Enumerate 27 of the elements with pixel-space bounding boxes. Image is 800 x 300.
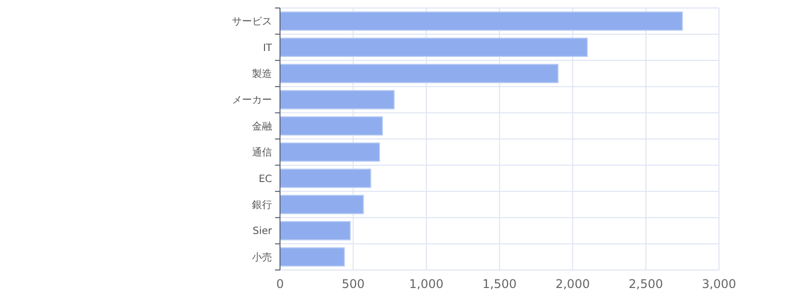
y-tick-label: IT xyxy=(262,42,273,54)
bar xyxy=(280,38,588,57)
x-tick-label: 2,500 xyxy=(628,277,664,291)
y-tick-label: 小売 xyxy=(252,251,272,264)
y-tick-label: Sier xyxy=(252,226,273,238)
bar xyxy=(280,168,372,188)
bar xyxy=(280,247,345,267)
bar xyxy=(280,194,364,214)
y-tick-label: 製造 xyxy=(252,68,272,80)
y-tick-label: EC xyxy=(258,174,272,185)
y-tick-label: 銀行 xyxy=(252,200,272,211)
x-tick-label: 2,000 xyxy=(555,277,590,291)
x-tick-label: 1,000 xyxy=(409,277,444,291)
x-tick-label: 500 xyxy=(342,277,365,291)
y-tick-label: サービス xyxy=(232,16,272,28)
bar xyxy=(280,116,383,136)
x-tick-label: 3,000 xyxy=(702,277,736,291)
x-tick-label: 0 xyxy=(276,277,284,291)
bar xyxy=(280,90,395,110)
bar xyxy=(280,11,683,31)
x-tick-label: 1,500 xyxy=(482,277,517,291)
y-tick-label: 金融 xyxy=(252,120,272,132)
bar xyxy=(280,64,559,84)
bar xyxy=(280,221,351,240)
y-tick-label: 通信 xyxy=(252,146,272,159)
bar xyxy=(280,142,380,162)
y-tick-label: メーカー xyxy=(232,95,272,106)
